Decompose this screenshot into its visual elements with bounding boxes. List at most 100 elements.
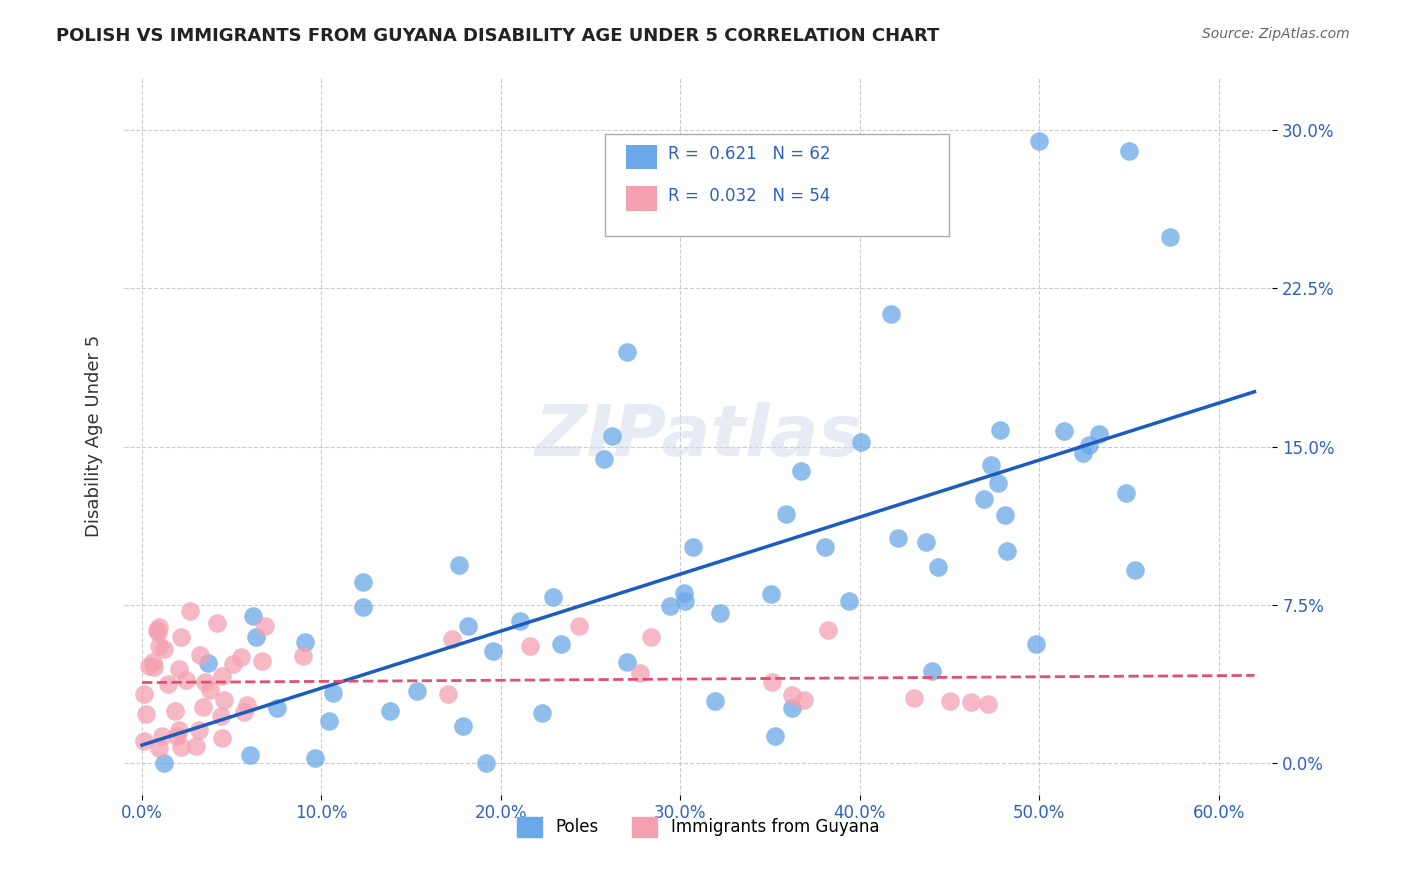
Point: [672, 586, 695, 600]
Point: [200, 682, 222, 697]
Point: [814, 540, 837, 554]
Text: POLISH VS IMMIGRANTS FROM GUYANA DISABILITY AGE UNDER 5 CORRELATION CHART: POLISH VS IMMIGRANTS FROM GUYANA DISABIL…: [56, 27, 939, 45]
Point: [927, 560, 949, 574]
Point: [170, 740, 193, 755]
Point: [211, 731, 233, 745]
Point: [780, 688, 803, 702]
Point: [266, 700, 288, 714]
Point: [973, 491, 995, 506]
Point: [245, 630, 267, 644]
Point: [233, 706, 256, 720]
Point: [939, 694, 962, 708]
Point: [292, 649, 315, 664]
Text: ZIPatlas: ZIPatlas: [534, 401, 862, 471]
Point: [138, 659, 160, 673]
Point: [1118, 145, 1140, 159]
Point: [1053, 425, 1076, 439]
Point: [194, 675, 217, 690]
Point: [1159, 230, 1181, 244]
Text: R =  0.621   N = 62: R = 0.621 N = 62: [668, 145, 831, 163]
Point: [568, 619, 591, 633]
Text: Source: ZipAtlas.com: Source: ZipAtlas.com: [1202, 27, 1350, 41]
Point: [887, 531, 910, 545]
Point: [142, 660, 165, 674]
Point: [530, 706, 553, 720]
Point: [980, 458, 1002, 473]
Point: [1073, 446, 1095, 460]
Point: [921, 664, 943, 678]
Point: [146, 624, 169, 638]
Point: [193, 700, 215, 714]
Point: [152, 641, 174, 656]
Point: [150, 729, 173, 743]
Point: [188, 648, 211, 663]
Point: [176, 673, 198, 688]
Point: [682, 540, 704, 554]
Point: [988, 423, 1011, 437]
Point: [214, 693, 236, 707]
Point: [205, 615, 228, 630]
Point: [763, 729, 786, 743]
Point: [838, 594, 860, 608]
Y-axis label: Disability Age Under 5: Disability Age Under 5: [86, 335, 103, 537]
Point: [142, 655, 165, 669]
Point: [352, 574, 374, 589]
Point: [451, 718, 474, 732]
Point: [880, 307, 903, 321]
Point: [132, 687, 155, 701]
Point: [550, 637, 572, 651]
Point: [184, 739, 207, 753]
Point: [673, 594, 696, 608]
Point: [987, 475, 1010, 490]
Point: [148, 620, 170, 634]
Point: [817, 624, 839, 638]
Point: [132, 734, 155, 748]
Point: [156, 677, 179, 691]
Point: [148, 639, 170, 653]
Point: [475, 756, 498, 770]
Point: [148, 740, 170, 755]
Point: [166, 730, 188, 744]
Point: [1078, 438, 1101, 452]
Point: [616, 655, 638, 669]
Point: [1115, 485, 1137, 500]
Point: [1025, 637, 1047, 651]
Point: [167, 662, 190, 676]
Point: [703, 694, 725, 708]
Point: [509, 614, 531, 628]
Point: [593, 452, 616, 467]
Point: [640, 630, 662, 644]
Point: [440, 632, 463, 647]
Point: [250, 654, 273, 668]
Point: [294, 634, 316, 648]
Legend: Poles, Immigrants from Guyana: Poles, Immigrants from Guyana: [510, 810, 886, 844]
Point: [793, 692, 815, 706]
Point: [977, 697, 1000, 711]
Point: [222, 657, 245, 671]
Point: [179, 604, 201, 618]
Point: [903, 691, 925, 706]
Point: [600, 429, 623, 443]
Point: [406, 683, 429, 698]
Point: [304, 750, 326, 764]
Point: [789, 464, 811, 478]
Text: R =  0.032   N = 54: R = 0.032 N = 54: [668, 187, 830, 205]
Point: [519, 640, 541, 654]
Point: [146, 625, 169, 640]
Point: [658, 599, 681, 614]
Point: [153, 756, 176, 770]
Point: [318, 714, 340, 728]
Point: [1123, 563, 1146, 577]
Point: [242, 609, 264, 624]
Point: [616, 344, 638, 359]
Point: [447, 558, 470, 573]
Point: [761, 674, 783, 689]
Point: [436, 687, 458, 701]
Point: [997, 544, 1019, 558]
Point: [169, 631, 191, 645]
Point: [211, 669, 233, 683]
Point: [378, 705, 401, 719]
Point: [541, 590, 564, 604]
Point: [759, 587, 782, 601]
Point: [236, 698, 259, 713]
